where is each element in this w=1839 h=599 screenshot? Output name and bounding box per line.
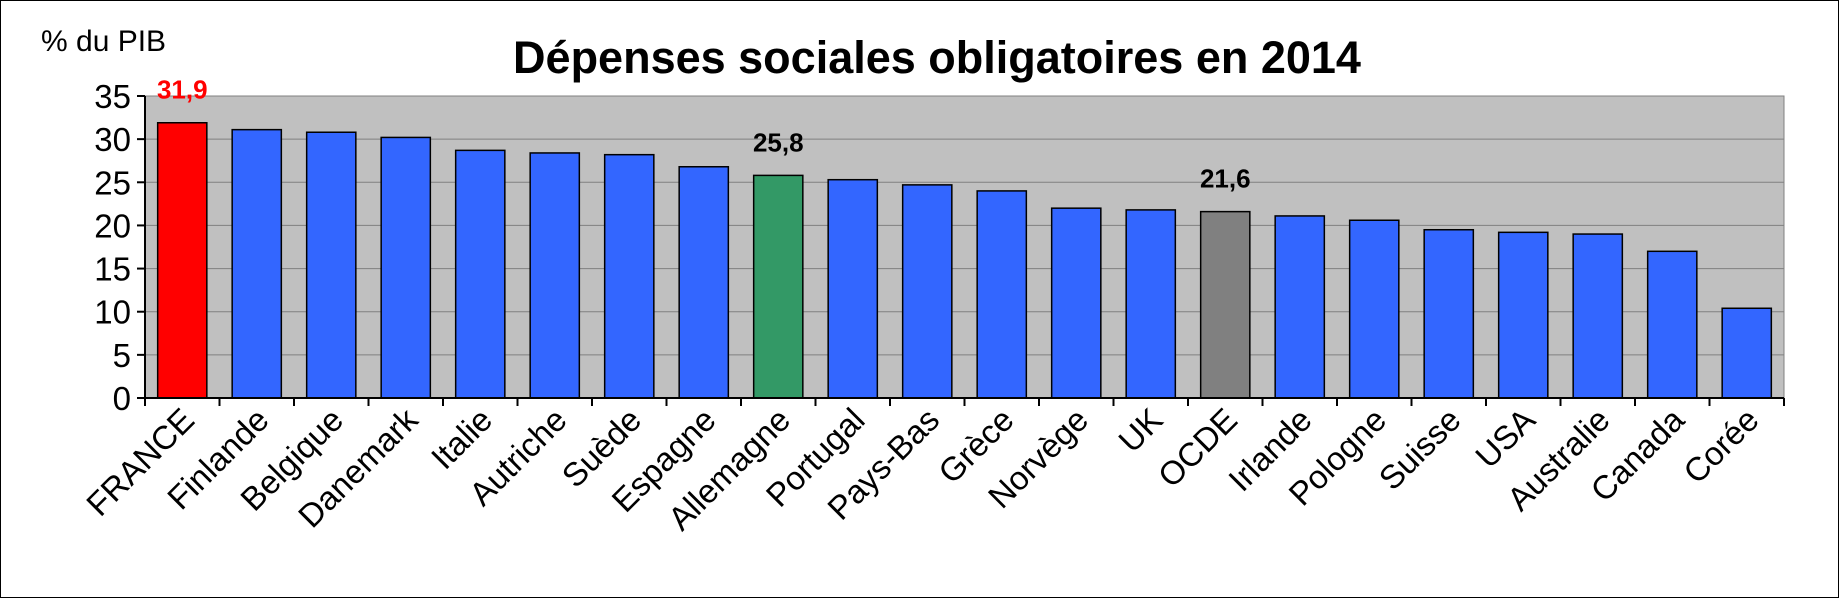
y-tick-label-20: 20 <box>94 207 131 244</box>
bar-suède <box>603 153 655 399</box>
bar-corée <box>1721 307 1773 399</box>
bar-australie <box>1572 233 1624 399</box>
x-tick-label-uk: UK <box>1111 401 1170 460</box>
chart-title: Dépenses sociales obligatoires en 2014 <box>513 32 1361 83</box>
data-labels: 31,9 25,8 21,6 <box>157 75 1251 194</box>
y-tick-label-30: 30 <box>94 121 131 158</box>
bar-uk <box>1125 209 1177 399</box>
bars <box>156 121 1773 399</box>
y-tick-label-25: 25 <box>94 164 131 201</box>
data-label-france: 31,9 <box>157 75 208 105</box>
y-tick-label-5: 5 <box>113 337 131 374</box>
bar-pologne <box>1348 219 1400 399</box>
y-tick-label-15: 15 <box>94 251 131 288</box>
bar-suisse <box>1423 228 1475 399</box>
x-tick-label-suisse: Suisse <box>1371 401 1467 497</box>
bar-ocde <box>1199 210 1251 399</box>
bar-allemagne <box>752 174 804 399</box>
y-tick-label-35: 35 <box>94 78 131 115</box>
bar-italie <box>454 149 506 399</box>
bar-norvège <box>1050 207 1102 399</box>
bar-usa <box>1497 231 1549 399</box>
bar-danemark <box>380 136 432 399</box>
bar-canada <box>1646 250 1698 399</box>
bar-pays-bas <box>901 184 953 399</box>
bar-espagne <box>678 166 730 399</box>
y-axis-unit-label: % du PIB <box>41 25 166 58</box>
y-axis-ticks: 0 5 10 15 20 25 30 35 <box>94 78 145 417</box>
data-label-allemagne: 25,8 <box>753 127 804 157</box>
y-tick-label-0: 0 <box>113 380 131 417</box>
bar-france <box>156 121 208 399</box>
bar-finlande <box>231 128 283 399</box>
bar-autriche <box>529 152 581 399</box>
bar-irlande <box>1274 215 1326 399</box>
data-label-ocde: 21,6 <box>1200 164 1251 194</box>
x-tick-label-corée: Corée <box>1676 401 1766 491</box>
bar-portugal <box>827 178 879 399</box>
y-tick-label-10: 10 <box>94 294 131 331</box>
bar-belgique <box>305 131 357 399</box>
bar-grèce <box>976 190 1028 399</box>
